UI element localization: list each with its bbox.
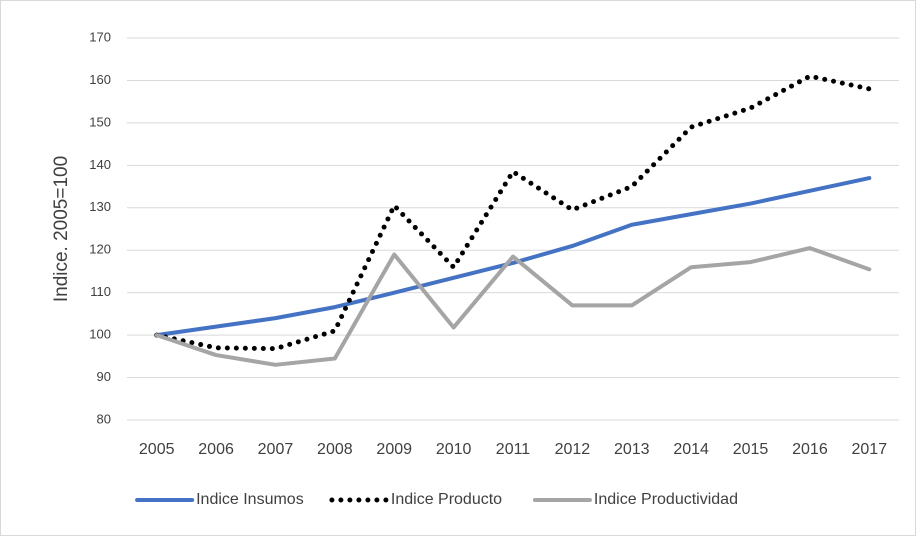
series-line [154, 73, 872, 352]
y-tick-label: 130 [89, 199, 111, 214]
x-tick-label: 2008 [317, 441, 353, 458]
x-tick-label: 2014 [673, 441, 709, 458]
y-tick-label: 80 [97, 411, 111, 426]
y-axis-title: Indice. 2005=100 [51, 156, 72, 302]
x-tick-label: 2016 [792, 441, 828, 458]
x-tick-label: 2015 [733, 441, 769, 458]
x-tick-label: 2011 [496, 441, 531, 458]
y-tick-label: 150 [89, 114, 111, 129]
x-tick-label: 2017 [852, 441, 888, 458]
y-tick-label: 160 [89, 72, 111, 87]
legend-label: Indice Producto [391, 491, 502, 508]
y-tick-label: 90 [97, 369, 111, 384]
series-line [154, 176, 872, 338]
legend-label: Indice Productividad [594, 491, 738, 508]
x-tick-label: 2012 [555, 441, 591, 458]
y-tick-label: 100 [89, 327, 111, 342]
x-tick-label: 2005 [139, 441, 175, 458]
legend-label: Indice Insumos [196, 491, 304, 508]
y-tick-label: 170 [89, 29, 111, 44]
x-tick-label: 2006 [198, 441, 234, 458]
x-tick-label: 2010 [436, 441, 472, 458]
y-tick-label: 140 [89, 157, 111, 172]
series-line [154, 246, 872, 367]
x-tick-label: 2009 [376, 441, 412, 458]
y-tick-label: 120 [89, 242, 111, 257]
x-tick-label: 2007 [258, 441, 294, 458]
x-tick-label: 2013 [614, 441, 650, 458]
y-tick-label: 110 [90, 284, 111, 299]
